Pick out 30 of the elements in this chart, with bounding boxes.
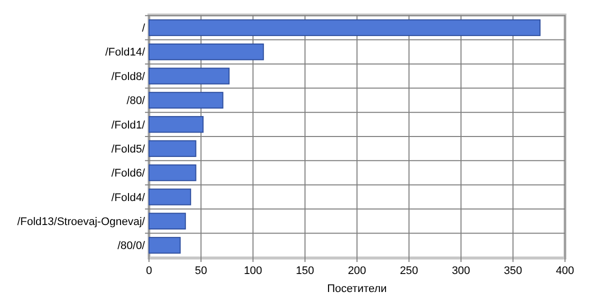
x-tick-label: 100 — [244, 265, 262, 277]
y-tick-label: /Fold1/ — [111, 119, 146, 132]
y-tick-label: /Fold14/ — [105, 46, 146, 59]
x-tick-label: 350 — [504, 265, 522, 277]
x-tick-label: 300 — [452, 265, 470, 277]
y-tick-label: /Fold13/Stroevaj-Ognevaj/ — [17, 216, 146, 228]
y-tick-label: /Fold6/ — [111, 168, 146, 180]
y-tick-label: /Fold5/ — [111, 143, 146, 156]
x-tick-label: 400 — [556, 265, 574, 277]
bar — [148, 212, 186, 230]
bar — [148, 19, 541, 36]
bar — [148, 92, 224, 109]
y-tick-label: /Fold8/ — [111, 70, 146, 83]
bar — [148, 44, 264, 60]
x-tick-label: 50 — [194, 265, 208, 277]
bar — [148, 164, 196, 182]
x-tick-label: 250 — [400, 265, 418, 277]
bar — [148, 236, 181, 254]
y-tick-label: /80/ — [126, 95, 146, 108]
bar — [148, 188, 192, 206]
x-tick-label: 200 — [348, 265, 366, 277]
y-tick-label: / — [142, 22, 146, 35]
bar — [148, 140, 196, 157]
x-tick-label: 0 — [146, 265, 152, 277]
y-tick-label: /Fold4/ — [111, 192, 146, 204]
x-tick-label: 150 — [296, 265, 314, 277]
y-tick-label: /80/0/ — [117, 240, 146, 252]
bar — [148, 116, 204, 133]
x-axis-title: Посетители — [327, 283, 387, 295]
bar — [148, 68, 230, 84]
